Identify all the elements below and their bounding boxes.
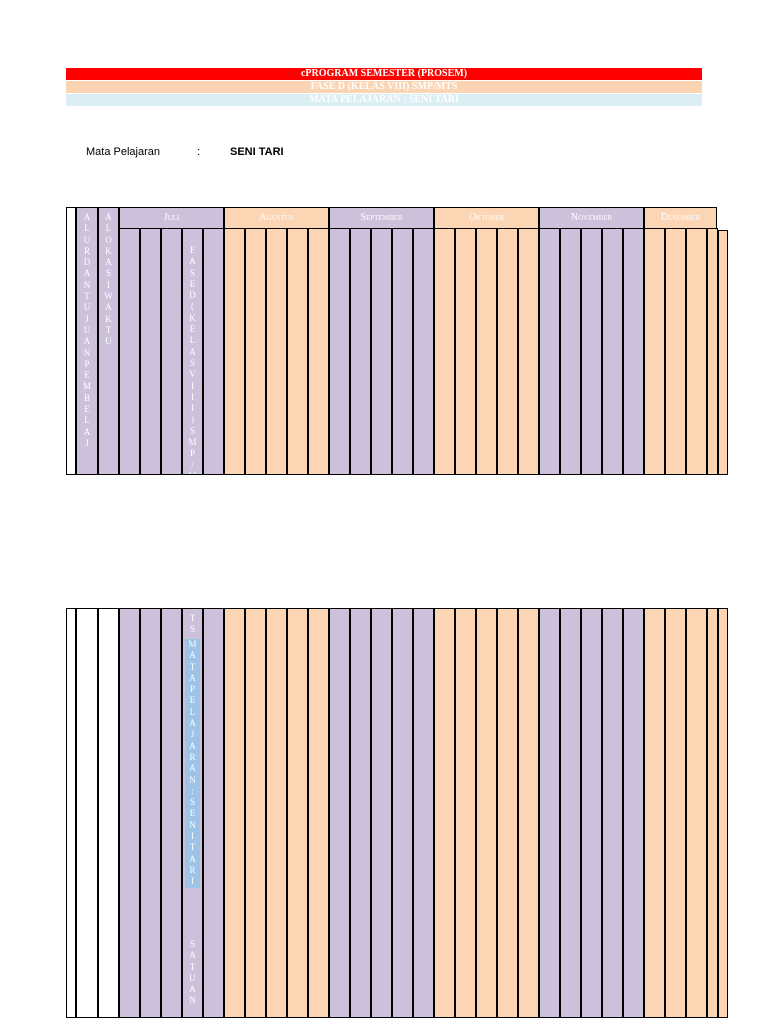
week-september-5	[413, 228, 434, 475]
week-september-2	[350, 228, 371, 475]
lower-week-agustus-2	[245, 608, 266, 1018]
month-header-desember: Desember	[644, 207, 717, 229]
col-alur-narrow	[66, 207, 76, 475]
subject-label: Mata Pelajaran	[86, 146, 160, 158]
lower-week-september-3	[371, 608, 392, 1018]
month-header-juli: Juli	[119, 207, 224, 229]
lower-week-september-5	[413, 608, 434, 1018]
lower-week-september-4	[392, 608, 413, 1018]
lower-col-1	[66, 608, 76, 1018]
week-november-4	[602, 228, 623, 475]
week-juli-1	[119, 228, 140, 475]
lower-week-desember-5	[718, 608, 728, 1018]
lower-col-2	[76, 608, 98, 1018]
lower-week-september-2	[350, 608, 371, 1018]
week-agustus-1	[224, 228, 245, 475]
month-header-agustus: Agustus	[224, 207, 329, 229]
lower-week-oktober-2	[455, 608, 476, 1018]
week-juli-3	[161, 228, 182, 475]
week-agustus-4	[287, 228, 308, 475]
lower-week-desember-1	[644, 608, 665, 1018]
week-november-3	[581, 228, 602, 475]
lower-col-3	[98, 608, 119, 1018]
week-desember-2	[665, 228, 686, 475]
lower-week-desember-3	[686, 608, 707, 1018]
subject-colon: :	[197, 146, 201, 158]
month-header-oktober: Oktober	[434, 207, 539, 229]
lower-week-agustus-5	[308, 608, 329, 1018]
lower-week-november-1	[539, 608, 560, 1018]
week-agustus-5	[308, 228, 329, 475]
week-desember-3	[686, 228, 707, 475]
week-september-3	[371, 228, 392, 475]
subject-banner: MATA PELAJARAN : SENI TARI	[66, 94, 702, 106]
week-oktober-4	[497, 228, 518, 475]
week-juli-5	[203, 228, 224, 475]
week-november-5	[623, 228, 644, 475]
week-oktober-5	[518, 228, 539, 475]
week-oktober-3	[476, 228, 497, 475]
lower-week-agustus-1	[224, 608, 245, 1018]
lower-week-juli-5	[203, 608, 224, 1018]
lower-week-november-4	[602, 608, 623, 1018]
lower-week-oktober-5	[518, 608, 539, 1018]
week-agustus-2	[245, 228, 266, 475]
week-desember-1	[644, 228, 665, 475]
lower-week-oktober-4	[497, 608, 518, 1018]
lower-week-november-5	[623, 608, 644, 1018]
lower-week-september-1	[329, 608, 350, 1018]
lower-week-oktober-3	[476, 608, 497, 1018]
lower-week-juli-3	[161, 608, 182, 1018]
lower-week-juli-1	[119, 608, 140, 1018]
title-banner: cPROGRAM SEMESTER (PROSEM)	[66, 68, 702, 80]
week-oktober-2	[455, 228, 476, 475]
lower-week-juli-2	[140, 608, 161, 1018]
week-juli-2	[140, 228, 161, 475]
week-november-1	[539, 228, 560, 475]
week-november-2	[560, 228, 581, 475]
week-september-1	[329, 228, 350, 475]
lower-week-desember-4	[707, 608, 718, 1018]
week-agustus-3	[266, 228, 287, 475]
week-september-4	[392, 228, 413, 475]
lower-week-oktober-1	[434, 608, 455, 1018]
month-header-september: September	[329, 207, 434, 229]
week-desember-4	[707, 228, 718, 475]
lower-week-november-3	[581, 608, 602, 1018]
lower-week-agustus-3	[266, 608, 287, 1018]
lower-week-desember-2	[665, 608, 686, 1018]
week-desember-5	[718, 230, 728, 475]
month-header-november: November	[539, 207, 644, 229]
lower-week-agustus-4	[287, 608, 308, 1018]
subject-value: SENI TARI	[230, 146, 284, 158]
phase-banner: FASE D (KELAS VIII) SMP/MTS	[66, 81, 702, 93]
week-oktober-1	[434, 228, 455, 475]
lower-week-november-2	[560, 608, 581, 1018]
